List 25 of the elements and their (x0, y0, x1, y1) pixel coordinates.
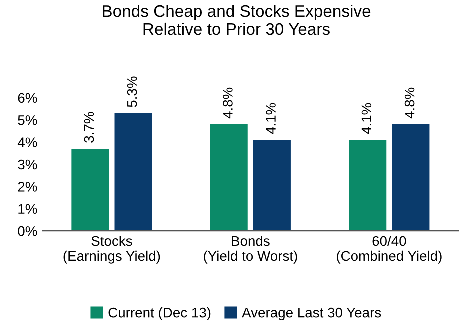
y-tick-label: 0% (18, 226, 38, 236)
bar (72, 148, 110, 232)
data-label: 4.1% (362, 103, 372, 134)
data-label: 5.3% (127, 76, 138, 108)
y-tick-label: 3% (18, 160, 38, 170)
y-tick-label: 2% (18, 182, 38, 192)
bar (349, 140, 387, 232)
y-tick-label: 1% (18, 204, 38, 214)
x-tick-label: Bonds (Yield to Worst) (204, 236, 298, 264)
y-tick-label: 6% (18, 93, 38, 104)
data-label: 4.8% (223, 88, 233, 119)
chart-title: Bonds Cheap and Stocks Expensive Relative to Prior 30 Years (103, 4, 371, 36)
y-tick-label: 4% (18, 138, 38, 148)
data-label: 4.8% (404, 88, 415, 119)
legend-label: Average Last 30 Years (242, 308, 382, 320)
y-tick-label: 5% (18, 115, 38, 126)
data-label: 3.7% (84, 112, 94, 143)
bar (392, 124, 430, 232)
data-label: 4.1% (266, 103, 276, 134)
x-tick-label: 60/40 (Combined Yield) (337, 236, 442, 264)
x-tick-label: Stocks (Earnings Yield) (64, 236, 160, 264)
bar (254, 140, 291, 232)
bar (210, 124, 248, 232)
legend-label: Current (Dec 13) (108, 308, 211, 320)
bar (114, 113, 152, 232)
